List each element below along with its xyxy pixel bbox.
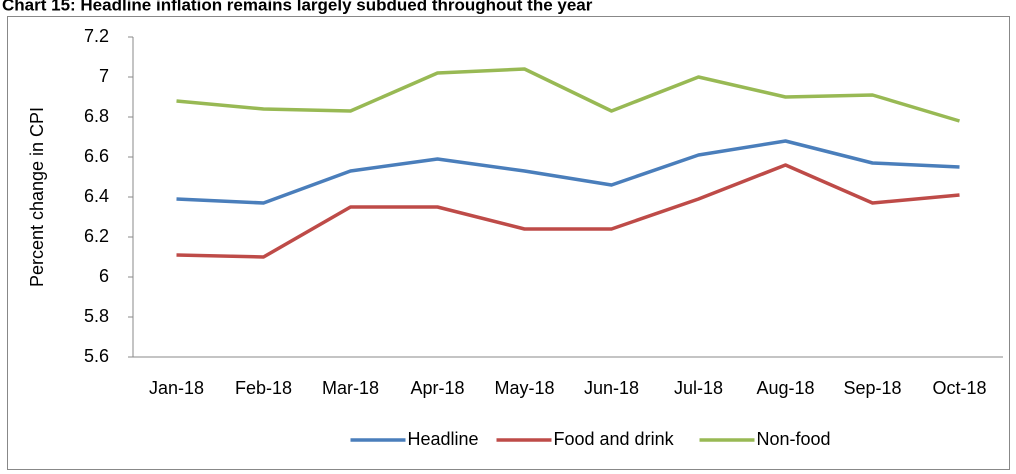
- legend-label: Headline: [408, 429, 479, 449]
- legend-label: Food and drink: [554, 429, 675, 449]
- x-tick-label: Sep-18: [843, 378, 901, 398]
- y-tick-label: 5.6: [84, 346, 109, 366]
- y-tick-label: 7.2: [84, 26, 109, 46]
- line-series: [176, 67, 961, 123]
- y-tick-label: 5.8: [84, 306, 109, 326]
- x-tick-label: Aug-18: [756, 378, 814, 398]
- chart-border: [7, 16, 1010, 470]
- x-tick-label: Feb-18: [235, 378, 292, 398]
- x-tick-label: Jun-18: [584, 378, 639, 398]
- line-series: [176, 163, 960, 259]
- x-tick-label: Jan-18: [149, 378, 204, 398]
- x-tick-label: Apr-18: [410, 378, 464, 398]
- line-series: [176, 139, 960, 205]
- x-tick-label: Oct-18: [932, 378, 986, 398]
- x-tick-label: Jul-18: [674, 378, 723, 398]
- x-tick-label: Mar-18: [322, 378, 379, 398]
- legend-label: Non-food: [757, 429, 831, 449]
- y-tick-label: 6.8: [84, 106, 109, 126]
- y-tick-label: 6.2: [84, 226, 109, 246]
- y-axis-label: Percent change in CPI: [27, 107, 47, 287]
- y-tick-label: 6: [99, 266, 109, 286]
- x-tick-label: May-18: [494, 378, 554, 398]
- y-tick-label: 6.4: [84, 186, 109, 206]
- chart-title: Chart 15: Headline inflation remains lar…: [2, 0, 593, 14]
- y-tick-label: 7: [99, 66, 109, 86]
- y-tick-label: 6.6: [84, 146, 109, 166]
